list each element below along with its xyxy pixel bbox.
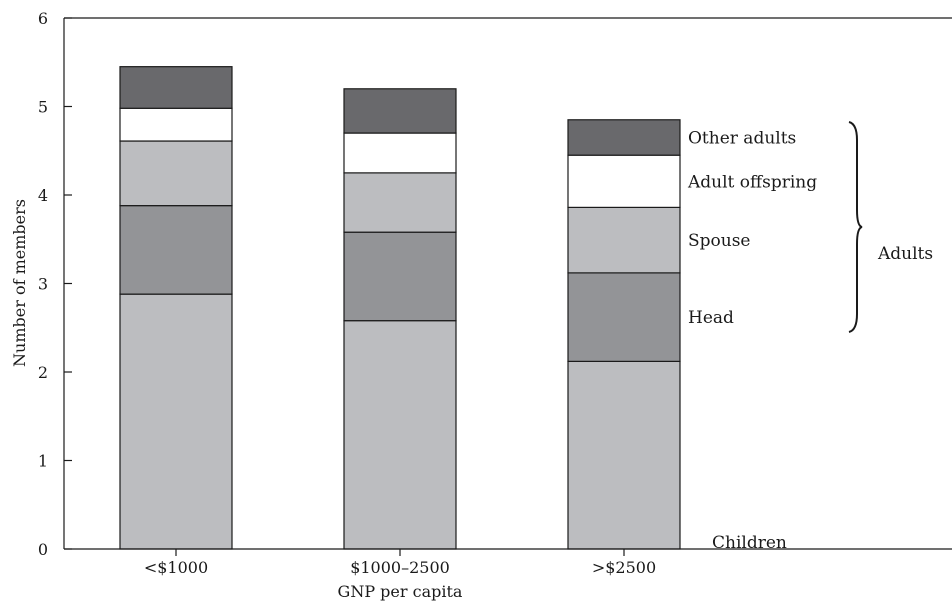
adults-brace [848,121,863,333]
bar-segment-children [567,360,681,550]
bar-segment-children [343,320,457,550]
x-ticks: <$1000 $1000–2500 >$2500 [144,549,656,577]
series-label-other-adults: Other adults [688,128,796,148]
series-label-children: Children [712,533,787,553]
y-tick-label: 3 [38,275,48,294]
bar-segment-spouse [343,172,457,233]
bar-segment-adult-offspring [119,107,233,142]
series-label-adult-offspring: Adult offspring [687,172,817,192]
y-tick-label: 2 [38,363,48,382]
series-label-head: Head [688,308,734,328]
bar-segment-head [343,231,457,322]
y-tick-label: 4 [38,186,48,205]
bar-segment-spouse [119,140,233,207]
x-tick-label: $1000–2500 [350,558,450,577]
bar-segment-spouse [567,206,681,274]
y-tick-label: 0 [38,540,48,559]
bars-layer [119,66,681,550]
x-axis-title: GNP per capita [338,582,463,601]
y-axis-title: Number of members [10,199,29,367]
adults-group-label: Adults [877,244,933,264]
y-ticks: 0 1 2 3 4 5 6 [38,9,72,559]
bar-segment-head [119,205,233,295]
bar-segment-children [119,293,233,550]
y-tick-label: 1 [38,452,48,471]
bar-segment-head [567,272,681,362]
series-label-spouse: Spouse [688,231,751,251]
x-tick-label: >$2500 [592,558,656,577]
y-tick-label: 5 [38,98,48,117]
bar-segment-other-adults [343,88,457,134]
legend-labels: Children Head Spouse Adult offspring Other a… [687,128,817,553]
bar-segment-adult-offspring [343,132,457,174]
bar-segment-adult-offspring [567,154,681,208]
bar-segment-other-adults [567,119,681,156]
bar-segment-other-adults [119,66,233,109]
y-tick-label: 6 [38,9,48,28]
x-tick-label: <$1000 [144,558,208,577]
